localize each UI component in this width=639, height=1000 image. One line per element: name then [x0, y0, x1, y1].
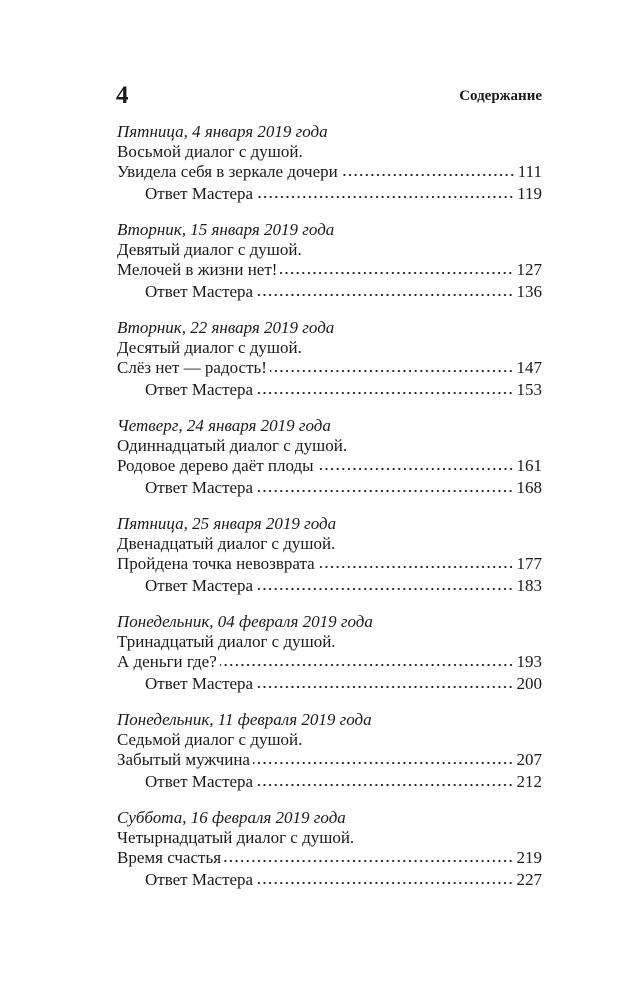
dot-leader	[280, 271, 514, 275]
toc-entry: Понедельник, 04 февраля 2019 года Тринад…	[117, 612, 542, 710]
entry-subtitle: Седьмой диалог с душой.	[117, 730, 303, 749]
entry-subtitle: Десятый диалог с душой.	[117, 338, 302, 357]
entry-subtitle: Двенадцатый диалог с душой.	[117, 534, 336, 553]
dot-leader	[256, 195, 515, 199]
entry-title: Время счастья	[117, 848, 222, 867]
dot-leader	[219, 663, 514, 667]
entry-page: 177	[516, 554, 543, 573]
dot-leader	[256, 587, 514, 591]
entry-subtitle: Девятый диалог с душой.	[117, 240, 302, 259]
entry-title: Слёз нет — радость!	[117, 358, 267, 377]
entry-page: 219	[516, 848, 543, 867]
entry-page: 111	[517, 162, 542, 181]
entry-title-row[interactable]: Забытый мужчина 207	[117, 750, 542, 770]
answer-title: Ответ Мастера	[145, 282, 254, 301]
toc-entry: Вторник, 22 января 2019 года Десятый диа…	[117, 318, 542, 416]
entry-title-row[interactable]: Увидела себя в зеркале дочери 111	[117, 162, 542, 182]
entry-page: 207	[516, 750, 543, 769]
answer-row[interactable]: Ответ Мастера 183	[117, 576, 542, 596]
answer-page: 200	[516, 674, 543, 693]
entry-date: Понедельник, 04 февраля 2019 года	[117, 612, 373, 631]
entry-date: Суббота, 16 февраля 2019 года	[117, 808, 346, 827]
entry-subtitle: Тринадцатый диалог с душой.	[117, 632, 336, 651]
toc-entry: Суббота, 16 февраля 2019 года Четырнадца…	[117, 808, 542, 906]
toc-entry: Пятница, 4 января 2019 года Восьмой диал…	[117, 122, 542, 220]
answer-title: Ответ Мастера	[145, 674, 254, 693]
answer-title: Ответ Мастера	[145, 380, 254, 399]
dot-leader	[256, 293, 514, 297]
dot-leader	[317, 565, 514, 569]
answer-row[interactable]: Ответ Мастера 227	[117, 870, 542, 890]
answer-page: 153	[516, 380, 543, 399]
entry-page: 127	[516, 260, 543, 279]
answer-page: 136	[516, 282, 543, 301]
answer-row[interactable]: Ответ Мастера 200	[117, 674, 542, 694]
dot-leader	[256, 783, 514, 787]
dot-leader	[256, 391, 514, 395]
entry-title: Увидела себя в зеркале дочери	[117, 162, 338, 181]
answer-page: 227	[516, 870, 543, 889]
answer-page: 212	[516, 772, 543, 791]
toc-entry: Четверг, 24 января 2019 года Одиннадцаты…	[117, 416, 542, 514]
entry-date: Понедельник, 11 февраля 2019 года	[117, 710, 372, 729]
answer-page: 168	[516, 478, 543, 497]
toc-entry: Понедельник, 11 февраля 2019 года Седьмо…	[117, 710, 542, 808]
entry-date: Пятница, 4 января 2019 года	[117, 122, 328, 141]
entry-title: Забытый мужчина	[117, 750, 250, 769]
toc-entry: Пятница, 25 января 2019 года Двенадцатый…	[117, 514, 542, 612]
dot-leader	[224, 859, 514, 863]
dot-leader	[256, 685, 514, 689]
toc-entry: Вторник, 15 января 2019 года Девятый диа…	[117, 220, 542, 318]
answer-row[interactable]: Ответ Мастера 212	[117, 772, 542, 792]
entry-title-row[interactable]: Пройдена точка невозврата 177	[117, 554, 542, 574]
answer-title: Ответ Мастера	[145, 870, 254, 889]
entry-title: Родовое дерево даёт плоды	[117, 456, 314, 475]
answer-row[interactable]: Ответ Мастера 153	[117, 380, 542, 400]
dot-leader	[256, 489, 514, 493]
answer-page: 119	[517, 184, 542, 203]
dot-leader	[256, 881, 514, 885]
dot-leader	[252, 761, 514, 765]
entry-title-row[interactable]: Время счастья 219	[117, 848, 542, 868]
entry-date: Четверг, 24 января 2019 года	[117, 416, 331, 435]
entry-title-row[interactable]: Мелочей в жизни нет! 127	[117, 260, 542, 280]
entry-subtitle: Восьмой диалог с душой.	[117, 142, 303, 161]
entry-subtitle: Одиннадцатый диалог с душой.	[117, 436, 348, 455]
answer-page: 183	[516, 576, 543, 595]
answer-title: Ответ Мастера	[145, 184, 254, 203]
page-number: 4	[116, 82, 129, 109]
entry-title-row[interactable]: Слёз нет — радость! 147	[117, 358, 542, 378]
entry-date: Пятница, 25 января 2019 года	[117, 514, 337, 533]
answer-row[interactable]: Ответ Мастера 136	[117, 282, 542, 302]
answer-title: Ответ Мастера	[145, 772, 254, 791]
answer-title: Ответ Мастера	[145, 576, 254, 595]
entry-title: Мелочей в жизни нет!	[117, 260, 278, 279]
answer-row[interactable]: Ответ Мастера 119	[117, 184, 542, 204]
entry-subtitle: Четырнадцатый диалог с душой.	[117, 828, 355, 847]
entry-title: Пройдена точка невозврата	[117, 554, 315, 573]
dot-leader	[269, 369, 514, 373]
running-head: Содержание	[459, 88, 542, 104]
entry-title-row[interactable]: А деньги где? 193	[117, 652, 542, 672]
entry-title: А деньги где?	[117, 652, 217, 671]
dot-leader	[316, 467, 514, 471]
entry-page: 193	[516, 652, 543, 671]
entry-date: Вторник, 15 января 2019 года	[117, 220, 335, 239]
dot-leader	[340, 173, 515, 177]
answer-row[interactable]: Ответ Мастера 168	[117, 478, 542, 498]
entry-page: 161	[516, 456, 543, 475]
entry-date: Вторник, 22 января 2019 года	[117, 318, 335, 337]
entry-page: 147	[516, 358, 543, 377]
entry-title-row[interactable]: Родовое дерево даёт плоды 161	[117, 456, 542, 476]
table-of-contents: Пятница, 4 января 2019 года Восьмой диал…	[117, 122, 542, 906]
answer-title: Ответ Мастера	[145, 478, 254, 497]
